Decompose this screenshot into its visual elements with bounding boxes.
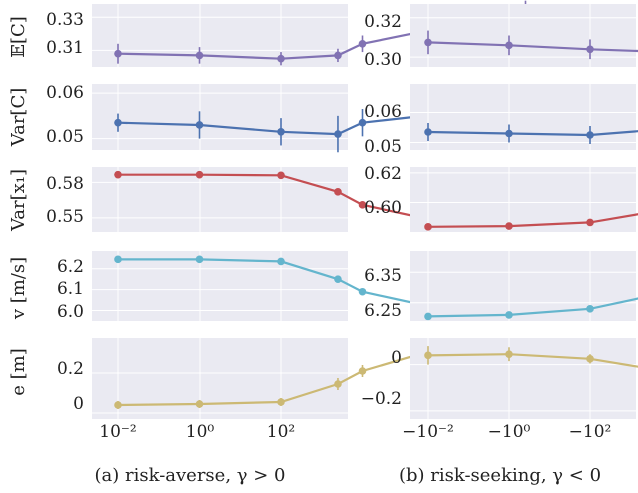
data-point — [114, 170, 122, 179]
ylabel-error: e [m] — [8, 348, 29, 396]
data-point — [424, 312, 432, 321]
ylabel-var-cost: Var[C] — [8, 88, 29, 148]
data-point — [277, 257, 285, 266]
panel-background — [410, 167, 636, 232]
data-point — [195, 255, 204, 264]
ytick-label: −0.2 — [361, 389, 402, 409]
ytick-label: 0.55 — [46, 207, 84, 227]
data-point — [277, 54, 285, 63]
data-point — [114, 118, 122, 127]
data-point — [277, 398, 285, 406]
data-point — [277, 171, 285, 180]
data-point — [114, 49, 122, 58]
data-point — [334, 51, 342, 60]
data-point — [195, 51, 204, 60]
panel-risk-seeking-5 — [410, 338, 638, 419]
xtick-label: −10⁻² — [402, 422, 454, 442]
data-point — [334, 275, 342, 284]
panel-risk-seeking-1 — [410, 4, 638, 67]
ylabel-velocity: v [m/s] — [8, 257, 29, 320]
ytick-label: 0.06 — [364, 102, 402, 122]
data-point — [277, 127, 285, 136]
data-point — [195, 400, 204, 408]
data-point — [358, 287, 367, 296]
ytick-label: 0.32 — [364, 12, 402, 32]
data-point — [334, 380, 342, 388]
panel-risk-averse-3 — [92, 167, 530, 232]
ytick-label: 0.30 — [364, 50, 402, 70]
data-point — [114, 255, 122, 264]
data-point — [424, 351, 432, 360]
data-point — [358, 367, 367, 375]
ylabel-expected-cost: 𝔼[C] — [8, 16, 29, 58]
panel-risk-seeking-4 — [410, 251, 638, 321]
ytick-label: 6.0 — [57, 302, 84, 322]
panel-background — [92, 338, 348, 419]
data-point — [424, 223, 432, 231]
data-point — [358, 39, 367, 48]
data-point — [195, 121, 204, 129]
data-point — [358, 118, 367, 127]
ytick-label: 0.60 — [364, 198, 402, 218]
panels — [92, 0, 638, 419]
data-point — [505, 129, 513, 138]
panel-risk-seeking-3 — [410, 167, 638, 232]
ytick-label: 0 — [73, 394, 84, 414]
xtick-label: 10⁻² — [99, 422, 136, 442]
data-point — [424, 128, 432, 136]
caption-risk-averse: (a) risk-averse, γ > 0 — [95, 465, 286, 486]
panel-background — [92, 251, 348, 321]
ylabel-var-x1: Var[x₁] — [8, 169, 29, 232]
data-point — [505, 311, 513, 319]
panel-background — [410, 251, 636, 321]
ytick-label: 0.2 — [57, 359, 84, 379]
data-point — [505, 222, 513, 230]
panel-background — [410, 84, 636, 150]
data-point — [195, 170, 204, 179]
data-point — [114, 401, 122, 409]
data-point — [505, 41, 513, 50]
data-point — [586, 355, 594, 363]
panel-background — [410, 4, 636, 67]
panel-risk-seeking-2 — [410, 84, 638, 150]
data-point — [334, 130, 342, 138]
ytick-label: 0.06 — [46, 83, 84, 103]
ytick-label: 0.62 — [364, 164, 402, 184]
panel-background — [92, 167, 348, 232]
ytick-label: 6.25 — [364, 301, 402, 321]
panel-risk-averse-2 — [92, 84, 530, 153]
ytick-label: 6.35 — [364, 266, 402, 286]
ytick-label: 0 — [391, 348, 402, 368]
xtick-label: −10² — [569, 422, 612, 442]
xtick-label: 10⁰ — [186, 422, 215, 442]
data-point — [586, 218, 594, 227]
data-point — [586, 131, 594, 139]
ytick-label: 0.33 — [46, 10, 84, 30]
ytick-label: 0.58 — [46, 174, 84, 194]
panel-background — [92, 84, 348, 150]
xtick-label: 10² — [267, 422, 295, 442]
data-point — [334, 188, 342, 196]
ytick-label: 6.1 — [57, 279, 84, 299]
ytick-label: 0.05 — [46, 127, 84, 147]
panel-risk-averse-4 — [92, 251, 530, 321]
ytick-label: 6.2 — [57, 257, 84, 277]
caption-risk-seeking: (b) risk-seeking, γ < 0 — [399, 465, 601, 486]
data-point — [586, 305, 594, 313]
data-point — [358, 201, 367, 209]
ytick-label: 0.05 — [364, 137, 402, 157]
data-point — [586, 45, 594, 54]
data-point — [424, 38, 432, 47]
xtick-label: −10⁰ — [488, 422, 531, 442]
data-point — [505, 350, 513, 359]
ytick-label: 0.31 — [46, 38, 84, 58]
panel-background — [410, 338, 636, 419]
